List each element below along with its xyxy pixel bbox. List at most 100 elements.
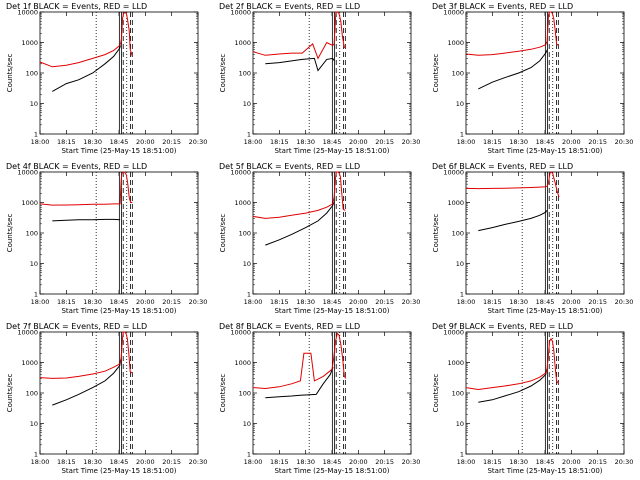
lld-series-line xyxy=(252,332,347,390)
y-tick-label: 100 xyxy=(452,230,464,238)
y-tick-label: 10 xyxy=(30,100,38,108)
y-tick-label: 1 xyxy=(460,131,464,139)
panel-title: Det 3f BLACK = Events, RED = LLD xyxy=(432,2,573,11)
x-tick-label: 20:15 xyxy=(162,298,181,306)
y-axis-label: Counts/sec xyxy=(219,214,227,253)
y-axis-label: Counts/sec xyxy=(219,374,227,413)
y-tick-label: 1000 xyxy=(21,199,38,207)
x-tick-label: 20:30 xyxy=(189,138,208,146)
events-series-line xyxy=(265,202,335,246)
x-axis-label: Start Time (25-May-15 18:51:00) xyxy=(61,147,176,155)
x-tick-label: 20:30 xyxy=(402,298,421,306)
events-series-line xyxy=(478,369,548,403)
lld-series-line xyxy=(252,11,347,60)
x-tick-label: 18:45 xyxy=(110,298,129,306)
x-tick-label: 18:15 xyxy=(483,138,502,146)
x-tick-label: 20:30 xyxy=(189,298,208,306)
x-tick-label: 18:30 xyxy=(509,458,528,466)
y-tick-label: 1 xyxy=(460,291,464,299)
x-tick-label: 20:30 xyxy=(402,138,421,146)
panel-title: Det 2f BLACK = Events, RED = LLD xyxy=(219,2,360,11)
panel-title: Det 4f BLACK = Events, RED = LLD xyxy=(6,162,147,171)
events-series-line xyxy=(478,49,548,90)
x-axis-label: Start Time (25-May-15 18:51:00) xyxy=(487,467,602,475)
y-tick-label: 10000 xyxy=(443,329,464,337)
y-axis-label: Counts/sec xyxy=(432,54,440,93)
y-axis-label: Counts/sec xyxy=(219,54,227,93)
x-tick-label: 18:30 xyxy=(296,458,315,466)
x-tick-label: 20:15 xyxy=(375,298,394,306)
events-series-line xyxy=(52,218,121,222)
x-tick-label: 18:15 xyxy=(57,458,76,466)
y-axis-label: Counts/sec xyxy=(6,374,14,413)
x-tick-label: 18:15 xyxy=(270,458,289,466)
y-tick-label: 100 xyxy=(239,390,251,398)
x-tick-label: 20:00 xyxy=(562,298,581,306)
y-tick-label: 100 xyxy=(26,230,38,238)
x-tick-label: 18:30 xyxy=(296,298,315,306)
y-tick-label: 10000 xyxy=(17,9,38,17)
x-tick-label: 18:15 xyxy=(483,458,502,466)
x-tick-label: 18:00 xyxy=(244,138,263,146)
x-tick-label: 18:15 xyxy=(270,138,289,146)
y-tick-label: 100 xyxy=(452,390,464,398)
panel-title: Det 5f BLACK = Events, RED = LLD xyxy=(219,162,360,171)
y-tick-label: 1 xyxy=(247,131,251,139)
x-tick-label: 20:00 xyxy=(136,458,155,466)
lld-series-line xyxy=(39,331,133,379)
y-tick-label: 1000 xyxy=(447,39,464,47)
x-tick-label: 18:00 xyxy=(244,298,263,306)
x-tick-label: 20:30 xyxy=(189,458,208,466)
x-tick-label: 18:30 xyxy=(83,298,102,306)
y-tick-label: 1000 xyxy=(447,359,464,367)
x-tick-label: 20:00 xyxy=(136,298,155,306)
events-series-line xyxy=(265,367,334,399)
lld-series-line xyxy=(465,337,560,391)
events-series-line xyxy=(52,360,122,406)
panel-title: Det 6f BLACK = Events, RED = LLD xyxy=(432,162,573,171)
x-tick-label: 20:15 xyxy=(162,458,181,466)
y-tick-label: 100 xyxy=(239,230,251,238)
y-tick-label: 1000 xyxy=(234,359,251,367)
x-axis-label: Start Time (25-May-15 18:51:00) xyxy=(61,467,176,475)
y-tick-label: 1 xyxy=(460,451,464,459)
x-tick-label: 18:00 xyxy=(244,458,263,466)
x-tick-label: 18:30 xyxy=(509,138,528,146)
x-tick-label: 20:30 xyxy=(615,458,634,466)
x-axis-label: Start Time (25-May-15 18:51:00) xyxy=(274,467,389,475)
y-tick-label: 10 xyxy=(30,260,38,268)
x-tick-label: 18:00 xyxy=(31,298,50,306)
x-axis-label: Start Time (25-May-15 18:51:00) xyxy=(274,307,389,315)
y-tick-label: 1000 xyxy=(234,199,251,207)
y-tick-label: 10 xyxy=(456,420,464,428)
y-tick-label: 10 xyxy=(456,260,464,268)
y-axis-label: Counts/sec xyxy=(6,214,14,253)
x-axis-label: Start Time (25-May-15 18:51:00) xyxy=(61,307,176,315)
y-tick-label: 10000 xyxy=(17,169,38,177)
x-tick-label: 18:45 xyxy=(110,138,129,146)
y-tick-label: 1000 xyxy=(447,199,464,207)
y-tick-label: 10000 xyxy=(17,329,38,337)
y-tick-label: 10 xyxy=(456,100,464,108)
lld-series-line xyxy=(252,171,346,219)
detector-panel: Det 9f BLACK = Events, RED = LLD 1 10 100 10… xyxy=(432,322,633,475)
detector-panel: Det 5f BLACK = Events, RED = LLD 1 10 100 10… xyxy=(219,162,420,315)
detector-panel: Det 6f BLACK = Events, RED = LLD 1 10 100 10… xyxy=(432,162,633,315)
y-tick-label: 10 xyxy=(243,420,251,428)
lld-series-line xyxy=(39,12,133,68)
x-tick-label: 18:30 xyxy=(83,458,102,466)
x-tick-label: 18:45 xyxy=(536,138,555,146)
y-axis-label: Counts/sec xyxy=(432,374,440,413)
x-axis-label: Start Time (25-May-15 18:51:00) xyxy=(487,147,602,155)
x-tick-label: 20:15 xyxy=(588,138,607,146)
y-tick-label: 100 xyxy=(26,70,38,78)
y-tick-label: 10 xyxy=(243,100,251,108)
x-tick-label: 18:45 xyxy=(323,138,342,146)
x-tick-label: 20:30 xyxy=(402,458,421,466)
x-tick-label: 18:00 xyxy=(31,138,50,146)
y-tick-label: 10 xyxy=(243,260,251,268)
y-tick-label: 1 xyxy=(34,451,38,459)
x-tick-label: 20:15 xyxy=(588,298,607,306)
y-axis-label: Counts/sec xyxy=(432,214,440,253)
y-tick-label: 1 xyxy=(247,451,251,459)
